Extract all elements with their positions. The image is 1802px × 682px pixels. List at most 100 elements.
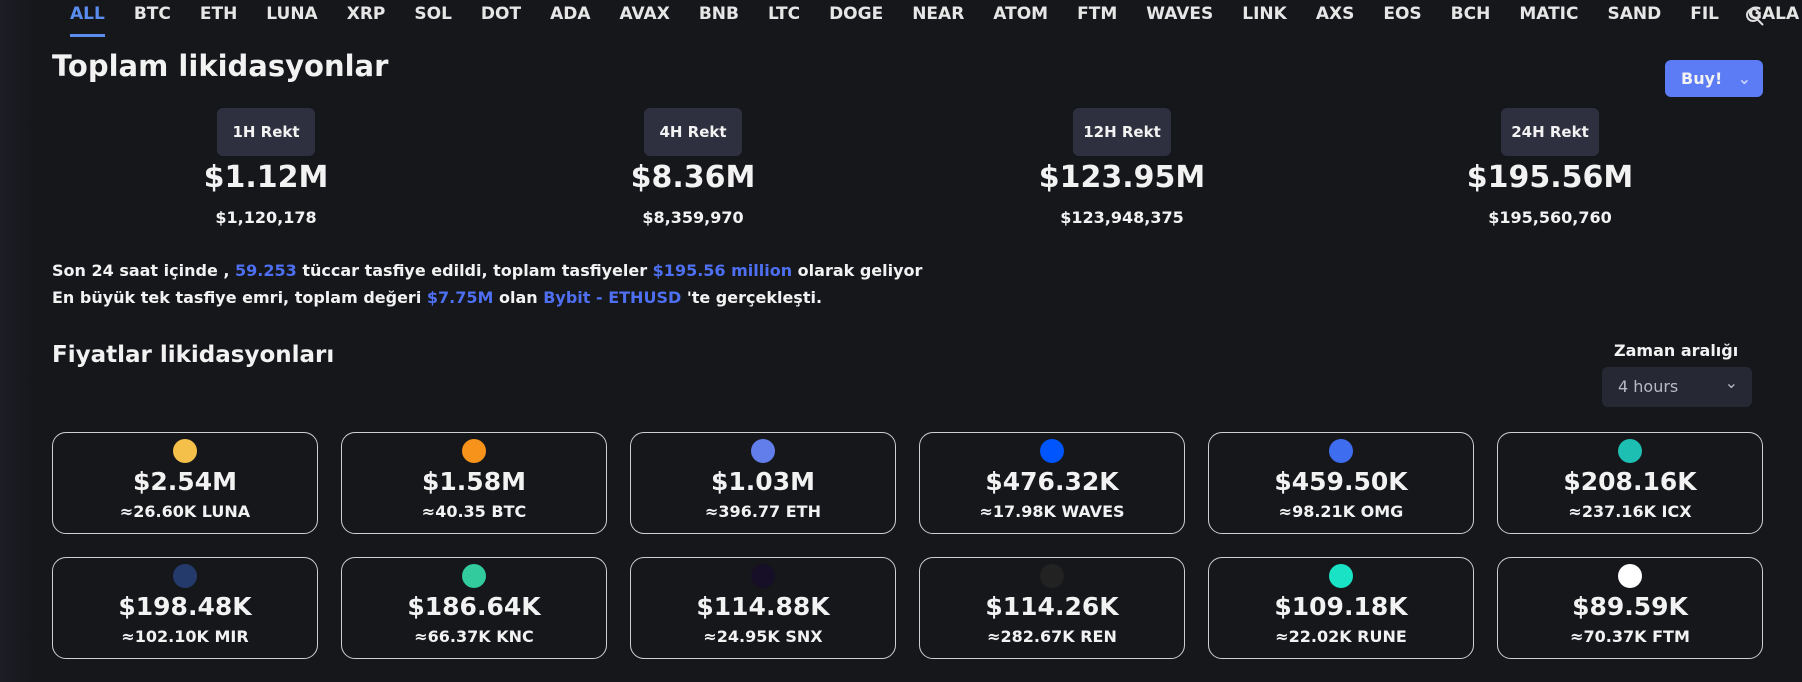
- coin-amount: $208.16K: [1563, 467, 1697, 496]
- coin-amount: $114.26K: [985, 592, 1119, 621]
- coin-qty: ≈17.98K WAVES: [979, 502, 1125, 521]
- tab[interactable]: BNB: [698, 4, 739, 24]
- title: Toplam likidasyonlar: [52, 49, 389, 83]
- coin-icon: [462, 564, 486, 588]
- coin-card: $1.03M ≈396.77 ETH: [630, 432, 896, 534]
- summary-line: Son 24 saat içinde , 59.253 tüccar tasfi…: [52, 261, 922, 280]
- coin-card: $476.32K ≈17.98K WAVES: [919, 432, 1185, 534]
- rekt-badge: 4H Rekt: [644, 108, 742, 156]
- rekt-full: $8,359,970: [642, 208, 744, 227]
- tab[interactable]: ETH: [199, 4, 238, 24]
- coin-card: $459.50K ≈98.21K OMG: [1208, 432, 1474, 534]
- highlight[interactable]: Bybit - ETHUSD: [543, 288, 682, 307]
- coin-icon: [1040, 439, 1064, 463]
- coin-qty: ≈98.21K OMG: [1278, 502, 1404, 521]
- rekt-badge: 24H Rekt: [1501, 108, 1599, 156]
- coin-card: $1.58M ≈40.35 BTC: [341, 432, 607, 534]
- tab[interactable]: ATOM: [993, 4, 1049, 24]
- coin-qty: ≈40.35 BTC: [421, 502, 527, 521]
- search-icon[interactable]: [1745, 7, 1765, 27]
- rekt-short: $195.56M: [1466, 160, 1634, 195]
- rekt-short: $1.12M: [203, 160, 329, 195]
- highlight[interactable]: 59.253: [235, 261, 297, 280]
- tab[interactable]: BTC: [133, 4, 171, 24]
- coin-icon: [1618, 564, 1642, 588]
- coin-amount: $89.59K: [1572, 592, 1688, 621]
- coin-icon: [173, 439, 197, 463]
- coin-icon: [1618, 439, 1642, 463]
- text: tüccar tasfiye edildi, toplam tasfiyeler: [296, 261, 653, 280]
- tab[interactable]: LUNA: [266, 4, 318, 24]
- coin-qty: ≈396.77 ETH: [705, 502, 821, 521]
- tab[interactable]: WAVES: [1146, 4, 1214, 24]
- summary-line: En büyük tek tasfiye emri, toplam değeri…: [52, 288, 822, 307]
- tab[interactable]: ALL: [70, 4, 105, 37]
- tab[interactable]: GALA: [1748, 4, 1800, 24]
- coin-qty: ≈22.02K RUNE: [1275, 627, 1407, 646]
- rekt-short: $123.95M: [1038, 160, 1206, 195]
- rekt-badge: 1H Rekt: [217, 108, 315, 156]
- coin-card: $208.16K ≈237.16K ICX: [1497, 432, 1763, 534]
- coin-amount: $109.18K: [1274, 592, 1408, 621]
- tab[interactable]: SOL: [414, 4, 452, 24]
- rekt-full: $123,948,375: [1060, 208, 1184, 227]
- coin-card: $2.54M ≈26.60K LUNA: [52, 432, 318, 534]
- coin-amount: $114.88K: [696, 592, 830, 621]
- coin-card: $114.88K ≈24.95K SNX: [630, 557, 896, 659]
- tab[interactable]: LINK: [1242, 4, 1287, 24]
- rekt-full: $1,120,178: [215, 208, 317, 227]
- rekt-badge: 12H Rekt: [1073, 108, 1171, 156]
- coin-icon: [173, 564, 197, 588]
- text: 'te gerçekleşti.: [681, 288, 823, 307]
- tab[interactable]: SAND: [1607, 4, 1662, 24]
- text: Son 24 saat içinde ,: [52, 261, 236, 280]
- tab[interactable]: EOS: [1383, 4, 1422, 24]
- highlight[interactable]: $7.75M: [426, 288, 494, 307]
- coin-amount: $186.64K: [407, 592, 541, 621]
- tab[interactable]: DOT: [480, 4, 522, 24]
- coin-icon: [751, 439, 775, 463]
- tab[interactable]: NEAR: [912, 4, 965, 24]
- tab[interactable]: LTC: [767, 4, 801, 24]
- coin-amount: $476.32K: [985, 467, 1119, 496]
- coin-amount: $2.54M: [133, 467, 237, 496]
- tab-bar: ALL BTC ETH LUNA XRP SOL DOT ADA AVAX BNB LTC DOGE N…: [70, 4, 1799, 37]
- tab[interactable]: XRP: [346, 4, 386, 24]
- tab[interactable]: FIL: [1690, 4, 1720, 24]
- tab[interactable]: MATIC: [1519, 4, 1579, 24]
- coin-icon: [462, 439, 486, 463]
- coin-qty: ≈66.37K KNC: [414, 627, 534, 646]
- coin-qty: ≈282.67K REN: [987, 627, 1117, 646]
- tab[interactable]: ADA: [550, 4, 591, 24]
- coin-amount: $198.48K: [118, 592, 252, 621]
- coin-icon: [1040, 564, 1064, 588]
- tab[interactable]: AVAX: [619, 4, 670, 24]
- rekt-short: $8.36M: [630, 160, 756, 195]
- coin-qty: ≈102.10K MIR: [121, 627, 249, 646]
- rekt-full: $195,560,760: [1488, 208, 1612, 227]
- tab[interactable]: DOGE: [829, 4, 884, 24]
- coin-card: $186.64K ≈66.37K KNC: [341, 557, 607, 659]
- text: olarak geliyor: [792, 261, 923, 280]
- coin-qty: ≈237.16K ICX: [1568, 502, 1692, 521]
- tab[interactable]: FTM: [1077, 4, 1118, 24]
- section-title: Fiyatlar likidasyonları: [52, 342, 335, 368]
- range-select[interactable]: 4 hours ⌄: [1602, 367, 1752, 407]
- highlight[interactable]: $195.56 million: [652, 261, 793, 280]
- tab[interactable]: BCH: [1450, 4, 1491, 24]
- text: En büyük tek tasfiye emri, toplam değeri: [52, 288, 427, 307]
- range-label: Zaman aralığı: [1614, 341, 1739, 360]
- tab[interactable]: AXS: [1315, 4, 1355, 24]
- coin-card: $198.48K ≈102.10K MIR: [52, 557, 318, 659]
- coin-amount: $1.58M: [422, 467, 526, 496]
- coin-card: $89.59K ≈70.37K FTM: [1497, 557, 1763, 659]
- coin-icon: [1329, 564, 1353, 588]
- coin-card: $109.18K ≈22.02K RUNE: [1208, 557, 1474, 659]
- coin-qty: ≈24.95K SNX: [703, 627, 823, 646]
- text: olan: [493, 288, 544, 307]
- range-value: 4 hours: [1618, 377, 1679, 396]
- coin-qty: ≈26.60K LUNA: [119, 502, 251, 521]
- buy-button[interactable]: Buy! ⌄: [1665, 60, 1763, 97]
- coin-card: $114.26K ≈282.67K REN: [919, 557, 1185, 659]
